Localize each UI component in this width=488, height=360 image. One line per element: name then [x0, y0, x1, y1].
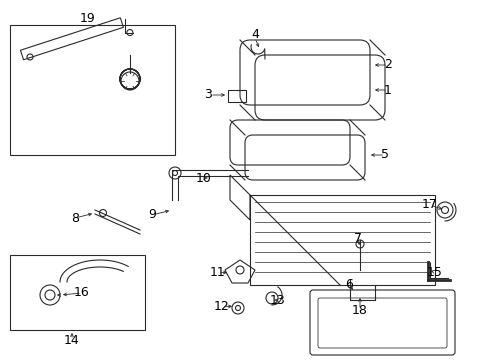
Text: 3: 3 — [203, 89, 211, 102]
Bar — [10, 25, 175, 155]
Text: 13: 13 — [269, 293, 285, 306]
Text: 9: 9 — [148, 208, 156, 221]
Bar — [227, 90, 245, 102]
Text: 12: 12 — [214, 301, 229, 314]
Text: 17: 17 — [421, 198, 437, 211]
Text: 11: 11 — [210, 266, 225, 279]
Text: 10: 10 — [196, 171, 211, 184]
Text: 7: 7 — [353, 231, 361, 244]
Text: 5: 5 — [380, 148, 388, 162]
Text: 14: 14 — [64, 333, 80, 346]
Text: 1: 1 — [383, 84, 391, 96]
Text: 19: 19 — [80, 12, 96, 24]
Text: 18: 18 — [351, 303, 367, 316]
Text: 8: 8 — [71, 211, 79, 225]
Text: 2: 2 — [383, 58, 391, 72]
Text: 16: 16 — [74, 287, 90, 300]
Bar — [10, 255, 145, 330]
Text: 15: 15 — [426, 266, 442, 279]
Text: 4: 4 — [250, 28, 259, 41]
Text: 6: 6 — [345, 279, 352, 292]
